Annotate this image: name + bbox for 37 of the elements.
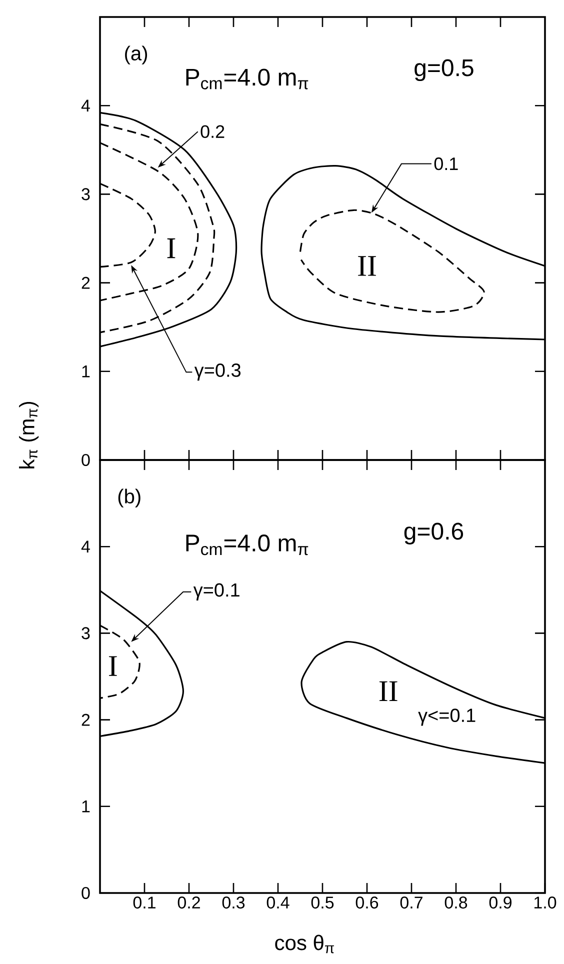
annotation: (a)	[125, 46, 148, 64]
annotation: P$_{cm}$=4.0 m$_{π}$	[186, 534, 308, 556]
annotation: g=0.6	[404, 522, 464, 544]
annotation: II	[358, 256, 376, 276]
annotation: (b)	[118, 488, 140, 508]
y-tick-label: 4	[81, 100, 90, 112]
annotation: g=0.5	[414, 59, 474, 82]
annotation: P$_{cm}$=4.0 m$_{π}$	[186, 68, 308, 90]
y-tick-label: 0	[82, 886, 90, 900]
x-tick-label: 0.7	[400, 896, 422, 909]
x-tick-label: 0.9	[489, 896, 512, 909]
annotation: γ=0.1	[193, 583, 240, 600]
x-tick-label: 0.2	[178, 896, 200, 909]
x-tick-label: 0.1	[133, 896, 156, 909]
annotation: γ<=0.1	[418, 708, 476, 726]
y-tick-label: 3	[82, 627, 90, 640]
annotation: I	[108, 656, 117, 676]
y-tick-label: 2	[82, 276, 90, 289]
annotation: I	[167, 238, 176, 258]
y-tick-label: 1	[82, 366, 90, 378]
annotation: 0.1	[434, 157, 458, 170]
y-tick-label: 0	[82, 454, 90, 466]
x-tick-label: 0.5	[311, 896, 334, 909]
x-tick-label: 1.0	[534, 896, 556, 909]
x-tick-label: 0.8	[444, 896, 468, 909]
y-tick-label: 1	[82, 800, 90, 812]
y-tick-label: 4	[81, 540, 90, 552]
annotation: II	[379, 681, 398, 702]
x-tick-label: 0.3	[222, 896, 245, 909]
annotation: γ=0.3	[194, 363, 241, 381]
annotation: 0.2	[200, 125, 224, 138]
x-tick-label: 0.6	[356, 896, 378, 909]
y-axis-title: k$_{π}$ (m$_{π}$)	[19, 402, 39, 468]
y-tick-label: 2	[82, 714, 90, 726]
x-axis-title: cos θ$_{π}$	[275, 934, 334, 954]
x-tick-label: 0.4	[266, 896, 290, 909]
y-tick-label: 3	[82, 188, 90, 200]
